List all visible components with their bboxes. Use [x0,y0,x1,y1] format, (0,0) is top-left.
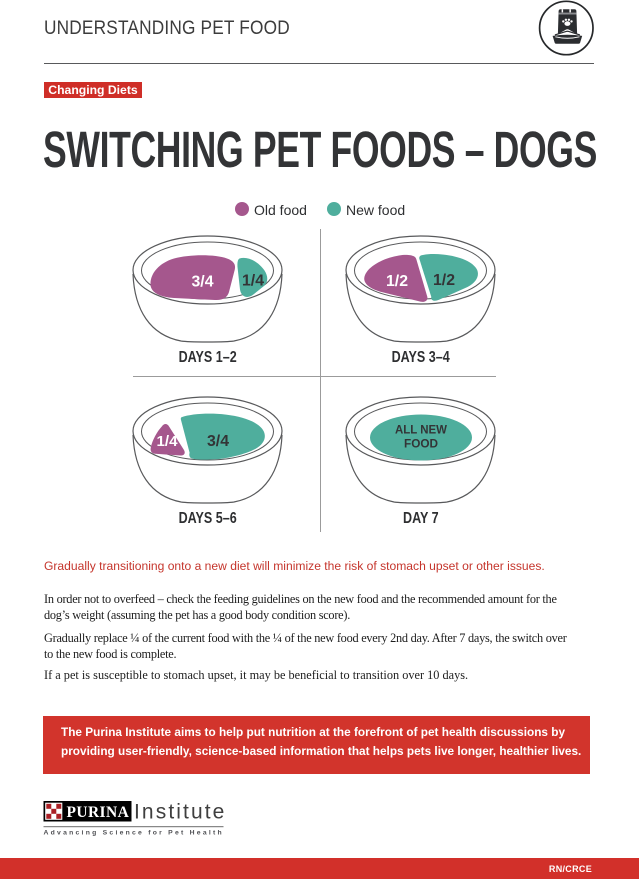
svg-text:1/4: 1/4 [242,273,264,290]
svg-text:PURINA: PURINA [67,804,130,821]
svg-text:Advancing Science for Pet Heal: Advancing Science for Pet Health [44,829,224,836]
svg-text:1/2: 1/2 [386,273,408,290]
svg-text:3/4: 3/4 [207,433,229,450]
svg-text:1/4: 1/4 [157,433,179,450]
svg-text:ALL NEW: ALL NEW [395,423,448,437]
svg-text:FOOD: FOOD [404,437,438,451]
svg-text:3/4: 3/4 [192,274,214,291]
svg-text:Institute: Institute [134,800,226,823]
svg-text:1/2: 1/2 [433,272,455,289]
